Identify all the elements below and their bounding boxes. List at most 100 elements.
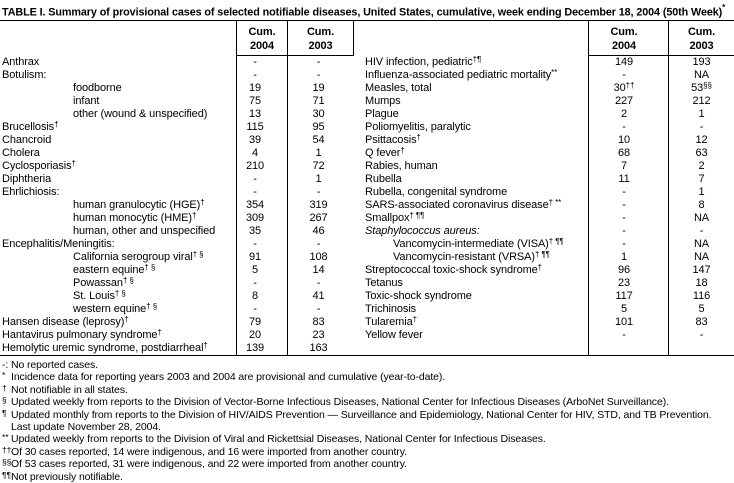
value-text: 79 xyxy=(248,316,262,328)
value-cum-2003: 63 xyxy=(668,147,734,160)
value-text: NA xyxy=(693,238,710,250)
disease-label: Smallpox† ¶¶ xyxy=(353,212,588,225)
disease-label: Cholera xyxy=(0,147,236,160)
value-cum-2003: 72 xyxy=(287,160,353,173)
value-text: 5 xyxy=(698,303,705,315)
value-text: - xyxy=(699,329,704,341)
disease-label-text: Trichinosis xyxy=(365,303,417,315)
value-text: 46 xyxy=(312,225,325,237)
value-cum-2004: 117 xyxy=(588,290,668,303)
disease-label: infant xyxy=(0,95,236,108)
footnote-reference: † xyxy=(124,316,129,324)
value-text: 35 xyxy=(248,225,262,237)
value-text: 19 xyxy=(312,82,325,94)
disease-label: Hantavirus pulmonary syndrome† xyxy=(0,329,236,342)
value-text: 227 xyxy=(614,95,634,107)
footnote-text: Updated weekly from reports to the Divis… xyxy=(11,433,546,446)
value-cum-2004: - xyxy=(588,69,668,82)
value-cum-2003 xyxy=(668,342,734,355)
disease-label-text: Streptococcal toxic-shock syndrome xyxy=(365,264,538,276)
disease-label-text: Hansen disease (leprosy) xyxy=(2,316,125,328)
value-cum-2003: - xyxy=(287,277,353,290)
value-cum-2004: 5 xyxy=(588,303,668,316)
disease-label: HIV infection, pediatric†¶ xyxy=(353,56,588,69)
value-cum-2003: 5 xyxy=(668,303,734,316)
footnote-reference: † § xyxy=(122,277,134,285)
cum-label: Cum. xyxy=(687,26,716,38)
disease-label: human monocytic (HME)† xyxy=(0,212,236,225)
footnote-reference: † ¶¶ xyxy=(534,251,550,259)
corner-cell-right xyxy=(353,21,588,56)
disease-label-text: Vancomycin-resistant (VRSA) xyxy=(393,251,535,263)
disease-label: Streptococcal toxic-shock syndrome† xyxy=(353,264,588,277)
value-text: - xyxy=(622,329,626,341)
disease-label xyxy=(353,342,588,355)
value-cum-2003: 46 xyxy=(287,225,353,238)
value-cum-2004: 23 xyxy=(588,277,668,290)
value-text: 11 xyxy=(618,173,630,185)
value-text: 30 xyxy=(312,108,325,120)
disease-label: Staphylococcus aureus: xyxy=(353,225,588,238)
value-text: 23 xyxy=(312,329,325,341)
value-text: 319 xyxy=(309,199,328,211)
footnote-reference: † xyxy=(400,147,405,155)
column-header-left-cum-2003: Cum. 2003 xyxy=(287,21,353,56)
value-text: 13 xyxy=(248,108,262,120)
value-text: 309 xyxy=(245,212,265,224)
footnote-reference: †† xyxy=(625,82,635,90)
value-cum-2004 xyxy=(588,342,668,355)
footnote-line: * Incidence data for reporting years 2003… xyxy=(0,370,734,383)
value-text: 1 xyxy=(315,173,322,185)
disease-label-text: human, other and unspecified xyxy=(73,225,216,237)
value-text: - xyxy=(699,225,704,237)
column-header-right-cum-2004: Cum. 2004 xyxy=(588,21,668,56)
footnote-line: -: No reported cases. xyxy=(0,359,734,371)
value-cum-2004: - xyxy=(236,56,287,69)
footnote-marker: §§ xyxy=(2,457,12,468)
disease-label-text: Chancroid xyxy=(2,134,52,146)
disease-label: Poliomyelitis, paralytic xyxy=(353,121,588,134)
value-cum-2003: 95 xyxy=(287,121,353,134)
value-text: NA xyxy=(693,251,710,263)
value-text: 193 xyxy=(692,56,711,68)
disease-label-text: Poliomyelitis, paralytic xyxy=(365,121,471,133)
value-cum-2004: 11 xyxy=(588,173,668,186)
value-text: 68 xyxy=(617,147,631,159)
value-text: 5 xyxy=(620,303,628,315)
value-cum-2003: - xyxy=(668,225,734,238)
value-text: 41 xyxy=(312,290,325,302)
column-header-right-cum-2003: Cum. 2003 xyxy=(668,21,734,56)
value-cum-2004: - xyxy=(236,303,287,316)
disease-label-text: Mumps xyxy=(365,95,401,107)
value-text: - xyxy=(316,186,321,198)
disease-label-text: Yellow fever xyxy=(365,329,423,341)
table-title-text: TABLE I. Summary of provisional cases of… xyxy=(2,6,723,19)
value-cum-2003: 83 xyxy=(668,316,734,329)
cum-label: Cum. xyxy=(306,26,335,38)
value-cum-2003: 1 xyxy=(668,186,734,199)
value-text: 54 xyxy=(312,134,325,146)
value-text: 4 xyxy=(251,147,259,159)
footnote-reference: † ** xyxy=(548,199,562,207)
value-text: - xyxy=(622,225,626,237)
value-cum-2004: - xyxy=(236,277,287,290)
value-cum-2004: 210 xyxy=(236,160,287,173)
value-text: 212 xyxy=(692,95,711,107)
table-title: TABLE I. Summary of provisional cases of… xyxy=(0,0,734,20)
disease-label: Yellow fever xyxy=(353,329,588,342)
footnote-line: § Updated weekly from reports to the Divi… xyxy=(0,395,734,408)
value-cum-2003: 108 xyxy=(287,251,353,264)
footnote-line: ††Of 30 cases reported, 14 were indigeno… xyxy=(0,445,734,458)
disease-label: Mumps xyxy=(353,95,588,108)
value-text: 53 xyxy=(691,82,704,94)
value-text: - xyxy=(622,69,626,81)
footnote-text: No reported cases. xyxy=(11,359,98,371)
value-cum-2004: - xyxy=(588,238,668,251)
value-text: 10 xyxy=(617,134,631,146)
disease-label: Hansen disease (leprosy)† xyxy=(0,316,236,329)
value-cum-2004: 91 xyxy=(236,251,287,264)
value-text: - xyxy=(622,121,626,133)
disease-label: Psittacosis† xyxy=(353,134,588,147)
disease-label: Tularemia† xyxy=(353,316,588,329)
value-text: 39 xyxy=(248,134,262,146)
